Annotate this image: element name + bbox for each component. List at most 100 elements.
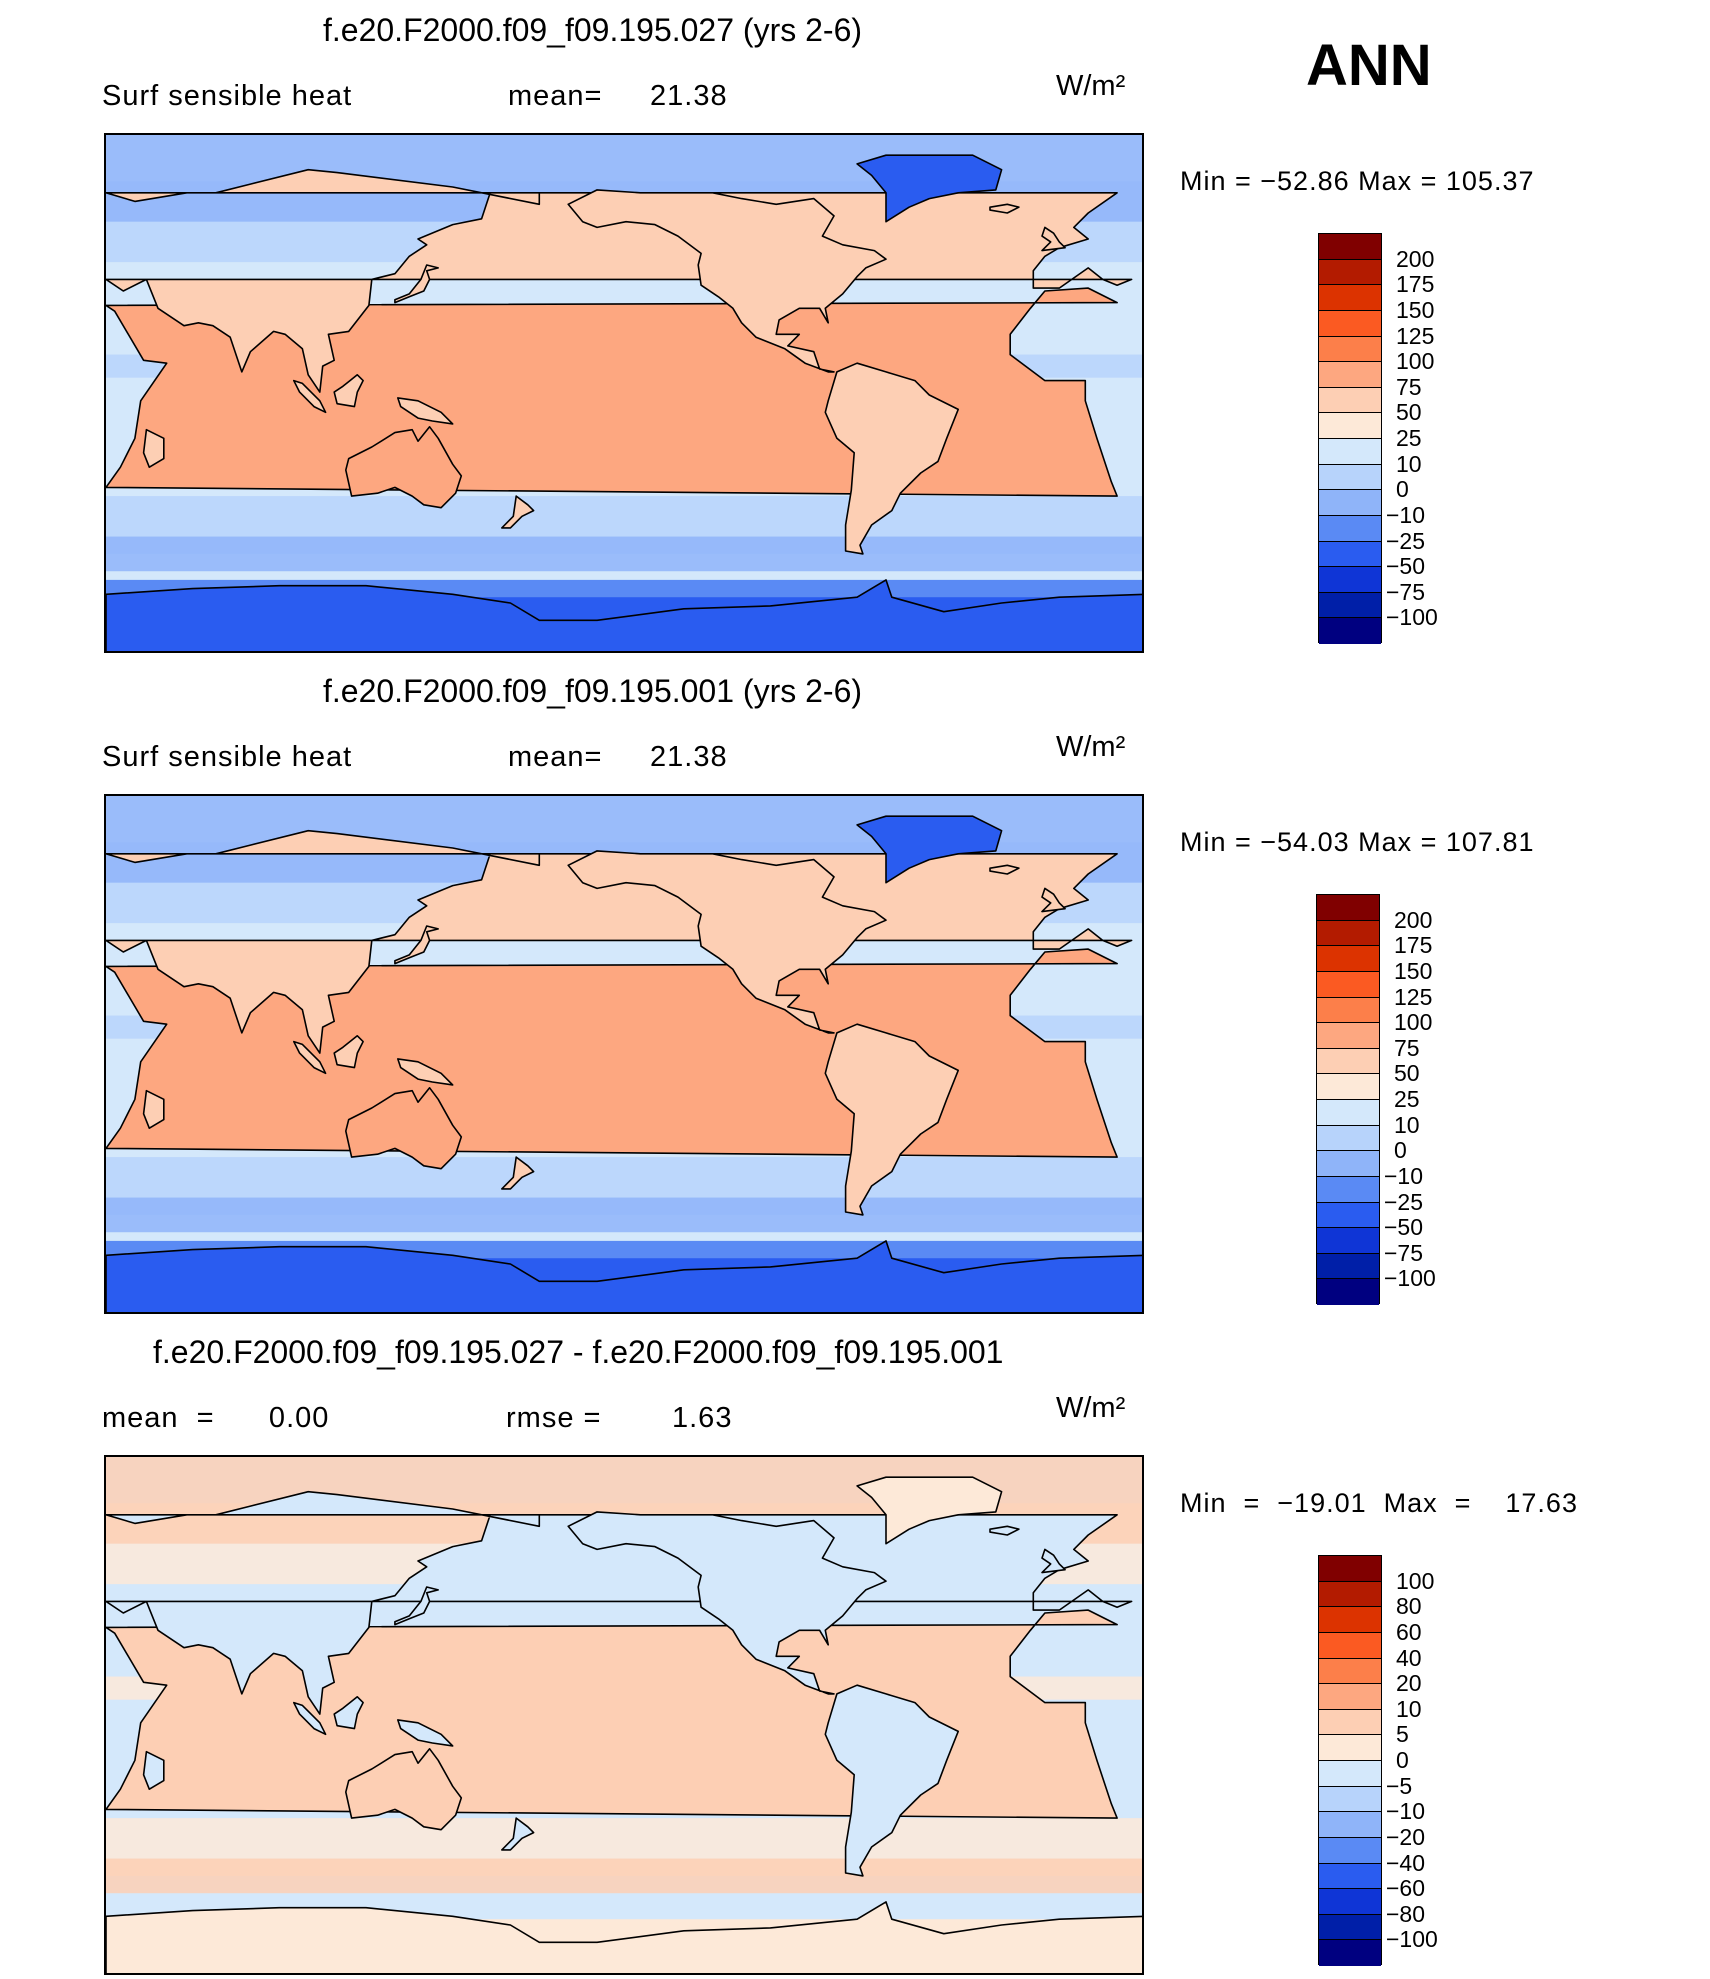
landmass-greenland: [856, 154, 1003, 223]
colorbar-swatch: [1319, 1709, 1381, 1736]
colorbar-tick-label: 50: [1396, 399, 1422, 426]
landmass-australia: [345, 425, 463, 509]
landmass-sumatra: [293, 1040, 327, 1075]
colorbar-tick-label: 175: [1396, 271, 1435, 298]
colorbar-swatch: [1319, 464, 1381, 491]
colorbar-swatch: [1319, 285, 1381, 311]
landmass-samerica: [824, 1023, 960, 1216]
colorbar-tick-label: 100: [1396, 1567, 1435, 1594]
landmass-newzealand: [500, 1817, 535, 1851]
colorbar-swatch: [1317, 1151, 1379, 1177]
landmass-namerica: [567, 189, 887, 373]
ocean-band: [106, 1197, 1142, 1233]
colorbar-swatch: [1317, 971, 1379, 998]
landmass-japan: [394, 925, 440, 965]
colorbar-swatch: [1319, 1761, 1381, 1787]
world-map: [106, 1457, 1142, 1973]
mean-label: mean = 0.00: [102, 1402, 330, 1434]
mean-value: 21.38: [650, 80, 728, 112]
colorbar-tick-label: 0: [1394, 1137, 1407, 1164]
mean-label: mean=: [508, 80, 603, 112]
landmass-newguinea: [396, 397, 454, 425]
colorbar-tick-label: −60: [1386, 1875, 1426, 1902]
colorbar-swatch: [1319, 592, 1381, 619]
colorbar-tick-label: −75: [1386, 578, 1426, 605]
landmass-australia: [345, 1747, 463, 1831]
mean-label: mean=: [508, 741, 603, 773]
colorbar-tick-label: 10: [1396, 450, 1422, 477]
colorbar: [1318, 1555, 1382, 1966]
colorbar-swatch: [1319, 567, 1381, 593]
colorbar-swatch: [1319, 1684, 1381, 1710]
landmass-greenland: [856, 1476, 1003, 1545]
colorbar-tick-label: 50: [1394, 1060, 1420, 1087]
colorbar-swatch: [1319, 1735, 1381, 1761]
colorbar-swatch: [1319, 1581, 1381, 1608]
colorbar-tick-label: −25: [1384, 1188, 1424, 1215]
landmass-borneo: [333, 374, 364, 408]
mean-value: 21.38: [650, 741, 728, 773]
colorbar-swatch: [1319, 1940, 1381, 1966]
colorbar-tick-label: 0: [1396, 476, 1409, 503]
landmass-japan: [394, 264, 440, 304]
colorbar-tick-label: 10: [1394, 1111, 1420, 1138]
colorbar-swatch: [1319, 541, 1381, 568]
landmass-britain: [1041, 226, 1066, 252]
landmass-eurasia: [106, 168, 1133, 393]
colorbar-swatch: [1319, 387, 1381, 414]
colorbar-swatch: [1319, 1863, 1381, 1890]
colorbar-swatch: [1317, 1279, 1379, 1305]
landmass-britain: [1041, 1548, 1066, 1574]
ocean-band: [106, 536, 1142, 572]
landmass-iceland: [989, 864, 1020, 875]
season-label: ANN: [1306, 33, 1432, 98]
colorbar-tick-label: 80: [1396, 1593, 1422, 1620]
landmass-sumatra: [293, 1701, 327, 1736]
colorbar-swatch: [1319, 439, 1381, 465]
landmass-newguinea: [396, 1058, 454, 1086]
colorbar-tick-label: 200: [1396, 245, 1435, 272]
colorbar-swatch: [1319, 1914, 1381, 1941]
landmass-eurasia: [106, 1490, 1133, 1715]
landmass-britain: [1041, 887, 1066, 913]
landmass-newzealand: [500, 1156, 535, 1190]
colorbar-tick-label: −100: [1386, 1926, 1438, 1953]
colorbar-tick-label: −50: [1386, 553, 1426, 580]
map-panel: [104, 1455, 1144, 1975]
colorbar-swatch: [1319, 1632, 1381, 1659]
colorbar-swatch: [1317, 1253, 1379, 1280]
landmass-greenland: [856, 815, 1003, 884]
landmass-madagascar: [142, 1089, 165, 1130]
colorbar-tick-label: 0: [1396, 1747, 1409, 1773]
colorbar-tick-label: 125: [1396, 322, 1435, 349]
colorbar-tick-label: 200: [1394, 906, 1433, 933]
colorbar-tick-label: 25: [1396, 425, 1422, 451]
units-label: W/m²: [1056, 70, 1126, 102]
colorbar-swatch: [1317, 1125, 1379, 1152]
colorbar-swatch: [1317, 1176, 1379, 1203]
landmass-australia: [345, 1086, 463, 1170]
landmass-newguinea: [396, 1719, 454, 1747]
colorbar-tick-label: −75: [1384, 1239, 1424, 1266]
colorbar-swatch: [1319, 1658, 1381, 1685]
colorbar-tick-label: 175: [1394, 932, 1433, 959]
colorbar-tick-label: 75: [1396, 373, 1422, 400]
map-panel: [104, 794, 1144, 1314]
colorbar-swatch: [1319, 1607, 1381, 1633]
landmass-antarctica: [106, 1901, 1142, 1973]
colorbar-tick-label: −50: [1384, 1214, 1424, 1241]
colorbar: [1316, 894, 1380, 1305]
colorbar-swatch: [1319, 515, 1381, 542]
colorbar-swatch: [1317, 1023, 1379, 1049]
colorbar-tick-label: −10: [1384, 1162, 1424, 1189]
colorbar-swatch: [1319, 1556, 1381, 1582]
colorbar-tick-label: 10: [1396, 1695, 1422, 1722]
colorbar-swatch: [1317, 920, 1379, 947]
colorbar-tick-label: 75: [1394, 1034, 1420, 1061]
world-map: [106, 135, 1142, 651]
colorbar-tick-label: 150: [1396, 296, 1435, 323]
panel-title: f.e20.F2000.f09_f09.195.001 (yrs 2-6): [323, 673, 863, 709]
colorbar-swatch: [1317, 997, 1379, 1024]
landmass-japan: [394, 1586, 440, 1626]
colorbar-tick-label: −40: [1386, 1849, 1426, 1876]
